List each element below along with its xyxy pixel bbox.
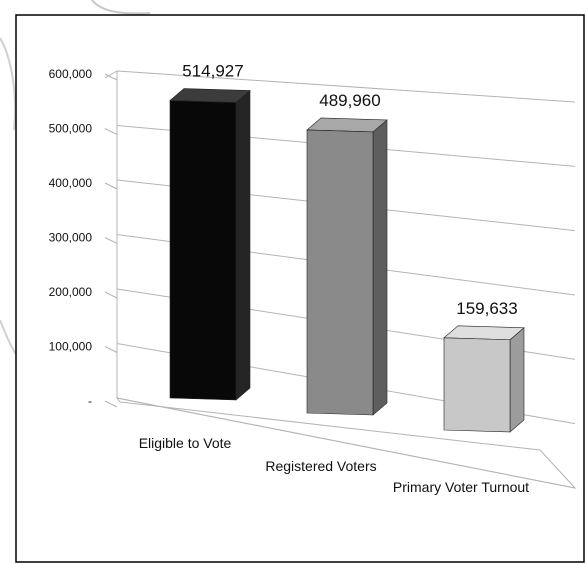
data-label: 489,960 [319,91,380,110]
bar-top [306,117,388,133]
gridline-wall [104,400,118,408]
category-labels: Eligible to Vote Registered Voters Primary… [139,435,530,495]
gridline-wall [104,182,118,190]
bar [306,129,374,416]
y-tick-label: 400,000 [49,176,93,190]
category-label: Primary Voter Turnout [393,479,529,495]
y-tick-labels: - 100,000 200,000 300,000 400,000 500,000 600,… [49,67,93,408]
bar-side [509,327,525,433]
bar-side [372,119,388,416]
gridline-wall [104,291,118,299]
bar [443,337,511,433]
gridline [116,70,576,103]
gridline-wall [104,128,118,135]
data-label: 514,927 [182,62,243,81]
bar-top [443,325,525,341]
y-tick-label: 200,000 [49,285,93,299]
bar-side [235,89,251,401]
decorative-curl-left [0,37,17,131]
bar-top [169,88,251,103]
floor-plane [115,397,577,489]
gridline-wall [104,73,118,81]
y-tick-label: 600,000 [49,67,93,81]
gridline-wall [104,346,118,353]
y-axis [104,70,577,489]
y-tick-label: 500,000 [49,122,93,136]
data-label: 159,633 [456,299,517,318]
decorative-curl [91,0,151,15]
data-labels: 514,927 489,960 159,633 [182,62,517,318]
category-label: Registered Voters [265,458,376,474]
y-axis-cap [104,70,118,79]
category-label: Eligible to Vote [139,435,232,451]
bar [169,100,237,401]
gridline-wall [104,237,118,244]
y-tick-label: - [88,394,92,408]
bars [169,88,525,433]
y-tick-label: 100,000 [49,340,93,354]
y-tick-label: 300,000 [49,231,93,245]
